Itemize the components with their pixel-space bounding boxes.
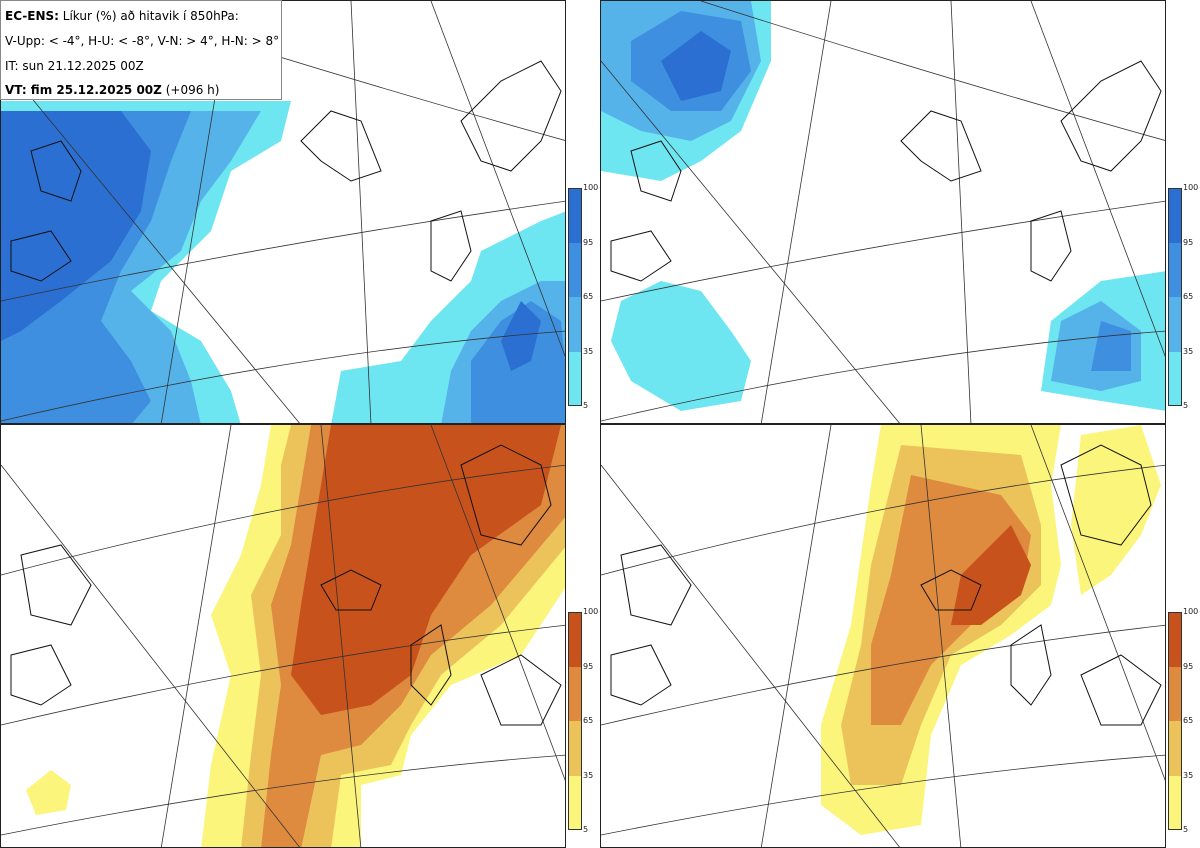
colorbar-segment [1168, 242, 1182, 297]
prob-area-5-sw [611, 281, 751, 411]
colorbar-tick-label: 35 [583, 770, 594, 780]
prob-area-65-east [1091, 321, 1131, 371]
colorbar-segment [568, 188, 582, 243]
colorbar-segment [1168, 351, 1182, 406]
initial-time: IT: sun 21.12.2025 00Z [5, 59, 144, 73]
colorbar-segment [1168, 188, 1182, 243]
colorbar-3: 100 95 65 35 5 [568, 608, 600, 836]
colorbar-segment [568, 721, 582, 776]
probability-map-cold-8 [601, 1, 1165, 423]
description: Líkur (%) að hitavik í 850hPa: [62, 9, 239, 23]
forecast-hour: (+096 h) [165, 83, 220, 97]
valid-time: VT: fim 25.12.2025 00Z [5, 83, 162, 97]
colorbar-tick-label: 35 [1183, 770, 1194, 780]
coastlines [610, 60, 1162, 282]
colorbar-segment [568, 666, 582, 721]
colorbar-tick-label: 65 [1183, 292, 1194, 301]
colorbar-segment [1168, 666, 1182, 721]
colorbar-segment [1168, 721, 1182, 776]
colorbar-tick-label: 95 [1183, 237, 1194, 247]
prob-area-65 [871, 475, 1031, 725]
colorbar-segment [568, 351, 582, 406]
colorbar-tick-label: 100 [583, 607, 599, 616]
categories-line: V-Upp: < -4°, H-U: < -8°, V-N: > 4°, H-N… [5, 34, 280, 48]
title-box: EC-ENS: Líkur (%) að hitavik í 850hPa: V… [0, 0, 282, 100]
coastlines [10, 60, 562, 282]
colorbar-1: 100 95 65 35 5 [568, 184, 600, 412]
colorbar-tick-label: 100 [583, 183, 599, 192]
colorbar-4: 100 95 65 35 5 [1168, 608, 1200, 836]
colorbar-tick-label: 100 [1183, 607, 1199, 616]
colorbar-tick-label: 5 [583, 401, 589, 410]
colorbar-segment [1168, 612, 1182, 667]
colorbar-tick-label: 5 [583, 825, 589, 834]
map-panel-top-right [600, 0, 1166, 424]
graticule [601, 1, 1165, 423]
probability-map-cold-4 [1, 1, 565, 423]
prob-area-95 [291, 425, 561, 715]
colorbar-tick-label: 65 [583, 292, 594, 301]
colorbar-tick-label: 100 [1183, 183, 1199, 192]
colorbar-tick-label: 95 [583, 661, 594, 671]
colorbar-segment [568, 297, 582, 352]
graticule [601, 425, 1165, 847]
colorbar-outline [1168, 612, 1182, 830]
graticule [1, 425, 565, 847]
model-label: EC-ENS: [5, 9, 59, 23]
colorbar-tick-label: 5 [1183, 401, 1189, 410]
colorbar-outline [1168, 188, 1182, 406]
colorbar-tick-label: 65 [583, 716, 594, 725]
colorbar-2: 100 95 65 35 5 [1168, 184, 1200, 412]
colorbar-outline [568, 188, 582, 406]
colorbar-tick-label: 65 [1183, 716, 1194, 725]
colorbar-segment [568, 775, 582, 830]
colorbar-segment [1168, 775, 1182, 830]
prob-area-5-blob [26, 770, 71, 815]
prob-area-95 [661, 31, 731, 101]
map-panel-top-left [0, 0, 566, 424]
probability-map-warm-8 [601, 425, 1165, 847]
colorbar-tick-label: 95 [1183, 661, 1194, 671]
colorbar-tick-label: 35 [1183, 346, 1194, 356]
colorbar-outline [568, 612, 582, 830]
prob-area-95 [1, 111, 151, 341]
colorbar-segment [1168, 297, 1182, 352]
colorbar-segment [568, 242, 582, 297]
colorbar-tick-label: 95 [583, 237, 594, 247]
map-panel-bottom-left [0, 424, 566, 848]
prob-area-5-ne [1071, 425, 1161, 595]
map-panel-bottom-right [600, 424, 1166, 848]
probability-map-warm-4 [1, 425, 565, 847]
colorbar-tick-label: 5 [1183, 825, 1189, 834]
prob-area-95 [951, 525, 1031, 625]
prob-area-95-east [501, 301, 541, 371]
colorbar-tick-label: 35 [583, 346, 594, 356]
coastlines [10, 444, 562, 726]
coastlines [610, 444, 1162, 726]
colorbar-segment [568, 612, 582, 667]
